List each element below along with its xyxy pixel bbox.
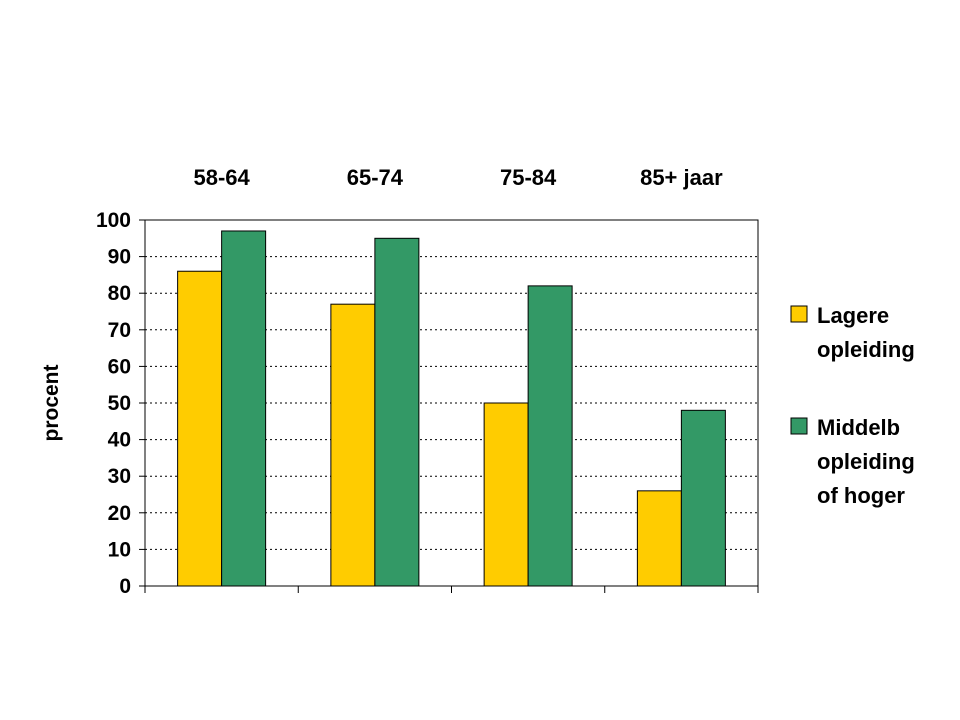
- legend-swatch: [790, 305, 808, 323]
- y-tick-label: 60: [108, 355, 131, 378]
- y-tick-label: 80: [108, 282, 131, 305]
- y-tick-label: 90: [108, 246, 131, 269]
- y-axis: 0 10 20 30 40 50 60 70 80 90 100: [96, 209, 145, 598]
- y-tick-label: 50: [108, 392, 131, 415]
- y-axis-label: procent: [40, 364, 63, 441]
- y-tick-label: 70: [108, 319, 131, 342]
- category-label: 58-64: [193, 165, 250, 190]
- category-label: 75-84: [500, 165, 557, 190]
- y-tick-label: 30: [108, 465, 131, 488]
- x-axis: [144, 586, 759, 593]
- y-tick-label: 10: [108, 538, 131, 561]
- bar: [527, 285, 573, 587]
- category-label: 65-74: [347, 165, 404, 190]
- bar: [330, 303, 376, 587]
- bar: [636, 490, 682, 587]
- y-tick-label: 0: [119, 575, 131, 598]
- bars: [177, 230, 726, 587]
- y-tick-label: 100: [96, 209, 131, 232]
- legend-label: Middelb opleiding of hoger: [817, 415, 915, 508]
- bar: [177, 270, 223, 587]
- legend-swatch: [790, 417, 808, 435]
- legend: Lagere opleiding Middelb opleiding of hoger: [790, 303, 915, 508]
- category-label: 85+ jaar: [640, 165, 723, 190]
- y-tick-label: 20: [108, 502, 131, 525]
- bar: [680, 409, 726, 587]
- bar: [374, 237, 420, 587]
- y-tick-label: 40: [108, 429, 131, 452]
- bar: [221, 230, 267, 587]
- bar: [483, 402, 529, 587]
- legend-label: Lagere opleiding: [817, 303, 915, 362]
- category-labels: 58-64 65-74 75-84 85+ jaar: [193, 165, 723, 190]
